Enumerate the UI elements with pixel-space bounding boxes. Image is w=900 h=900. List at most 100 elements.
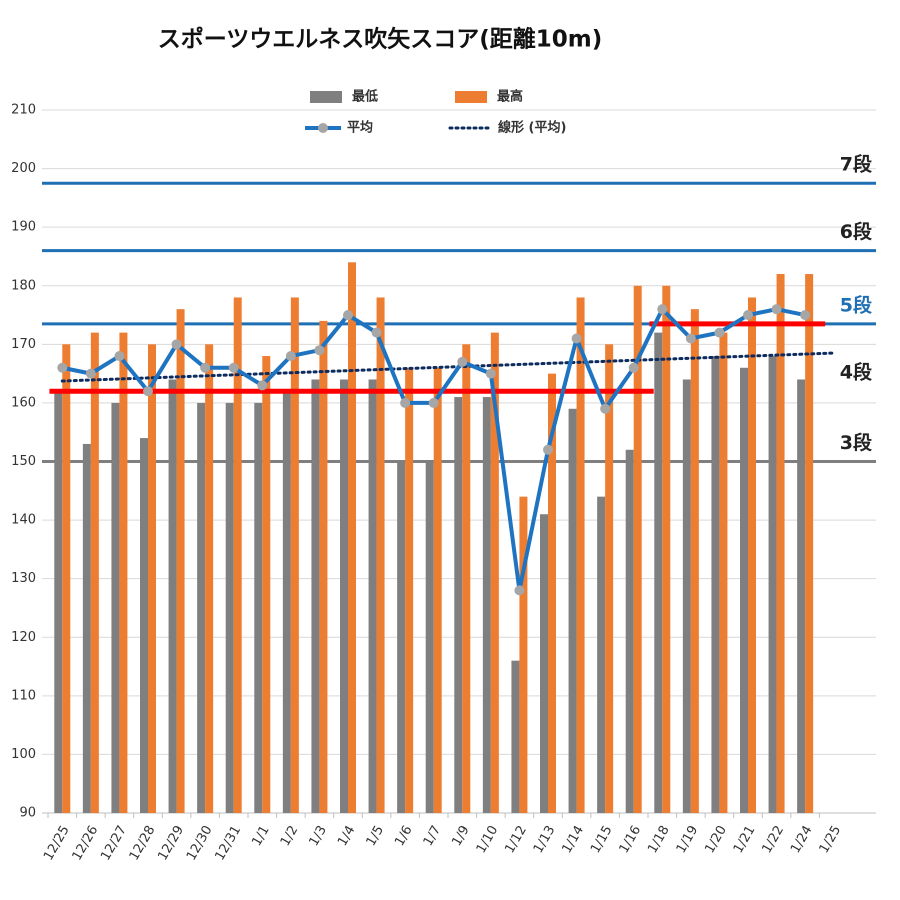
line-marker [514, 585, 525, 596]
y-tick-label: 120 [11, 630, 36, 645]
x-tick-label: 12/29 [155, 823, 187, 863]
legend-label: 平均 [347, 120, 373, 136]
reference-label: 5段 [840, 293, 873, 316]
y-tick-label: 150 [11, 454, 36, 469]
bar [797, 379, 806, 813]
bar [768, 356, 777, 813]
bar [776, 274, 785, 813]
y-tick-label: 210 [11, 103, 36, 118]
y-tick-label: 140 [11, 513, 36, 528]
bar [597, 496, 606, 813]
bar [548, 373, 556, 813]
y-tick-label: 100 [11, 747, 36, 762]
chart-title: スポーツウエルネス吹矢スコア(距離10m) [158, 26, 603, 53]
bar [262, 356, 271, 813]
bar [454, 397, 463, 813]
y-tick-label: 190 [11, 220, 36, 235]
line-marker [343, 310, 353, 321]
bar [176, 309, 185, 813]
bar [490, 332, 499, 813]
line-marker [257, 380, 268, 391]
line-marker [85, 368, 96, 379]
bar [311, 379, 320, 813]
x-tick-label: 1/19 [674, 823, 702, 856]
legend-swatch [318, 123, 328, 133]
y-tick-label: 180 [11, 278, 36, 293]
x-tick-label: 12/25 [41, 823, 73, 863]
line-marker [171, 339, 182, 350]
bar [540, 514, 548, 813]
x-tick-label: 1/6 [392, 823, 415, 849]
bar [605, 344, 614, 813]
x-tick-label: 1/14 [559, 823, 587, 856]
x-tick-label: 1/12 [502, 823, 530, 856]
legend-swatch [310, 91, 342, 103]
bar [748, 297, 756, 813]
bar [405, 367, 414, 813]
bar [82, 443, 91, 813]
line-marker [657, 304, 668, 315]
y-tick-label: 130 [11, 571, 36, 586]
line-marker [200, 362, 211, 373]
legend-swatch [455, 91, 487, 103]
legend-label: 最高 [497, 89, 523, 105]
bar [290, 297, 299, 813]
line-marker [143, 386, 153, 397]
legend-label: 線形 (平均) [498, 120, 566, 136]
line-marker [685, 333, 696, 344]
x-tick-label: 1/16 [617, 823, 645, 856]
line-marker [314, 345, 325, 356]
x-tick-label: 1/5 [364, 823, 387, 849]
bar [576, 297, 585, 813]
bar [197, 402, 206, 813]
bar [625, 449, 634, 813]
bar [376, 297, 385, 813]
x-tick-label: 1/24 [788, 823, 816, 856]
bar [62, 344, 71, 813]
bar [690, 309, 699, 813]
x-tick-label: 1/25 [817, 823, 845, 856]
bar [319, 320, 328, 813]
y-tick-label: 200 [11, 161, 36, 176]
bar [740, 367, 748, 813]
x-tick-label: 12/31 [212, 823, 244, 863]
x-tick-label: 1/1 [249, 823, 272, 849]
line-marker [371, 327, 382, 338]
bar [482, 397, 491, 813]
x-tick-label: 1/22 [759, 823, 787, 856]
bar [519, 496, 528, 813]
x-tick-label: 1/20 [702, 823, 730, 856]
bar [225, 402, 234, 813]
x-tick-label: 1/10 [474, 823, 502, 856]
legend-label: 最低 [352, 89, 378, 105]
line-marker [714, 327, 725, 338]
x-tick-label: 1/4 [335, 823, 358, 849]
bar [148, 344, 156, 813]
line-marker [771, 304, 782, 315]
line-marker [600, 403, 611, 414]
line-marker [228, 362, 239, 373]
bar [719, 332, 728, 813]
bar [511, 660, 520, 813]
bar [254, 402, 263, 813]
y-tick-label: 90 [19, 806, 36, 821]
y-tick-label: 170 [11, 337, 36, 352]
bar [140, 438, 148, 813]
x-tick-label: 12/30 [184, 823, 216, 863]
line-marker [114, 351, 125, 362]
bar [433, 367, 442, 813]
bar [425, 461, 434, 813]
y-tick-label: 160 [11, 395, 36, 410]
x-tick-label: 1/15 [588, 823, 616, 856]
x-tick-label: 12/27 [98, 823, 130, 863]
x-tick-label: 1/13 [531, 823, 559, 856]
line-marker [285, 351, 296, 362]
line-marker [485, 368, 496, 379]
bar [90, 332, 99, 813]
line-marker [628, 362, 639, 373]
bar [662, 285, 671, 813]
line-marker [800, 310, 811, 321]
bar [633, 285, 642, 813]
line-marker [457, 356, 468, 367]
